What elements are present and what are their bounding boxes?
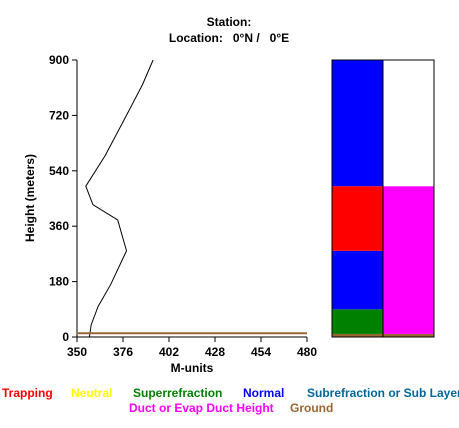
y-tick-label: 360	[49, 219, 69, 233]
legend-duct: Duct or Evap Duct Height	[129, 401, 274, 415]
legend-neutral: Neutral	[71, 386, 113, 400]
legend-subrefraction: Subrefraction or Sub Layer	[307, 386, 459, 400]
y-tick-label: 720	[49, 108, 69, 122]
legend-normal: Normal	[243, 386, 285, 400]
duct-segment-ground	[332, 333, 383, 337]
duct-segment-normal	[332, 250, 383, 310]
y-tick-label: 0	[62, 330, 69, 344]
y-tick-label: 540	[49, 164, 69, 178]
y-tick-label: 900	[49, 53, 69, 67]
duct-segment-normal	[332, 60, 383, 187]
x-tick-label: 376	[113, 345, 133, 359]
legend-superrefraction: Superrefraction	[133, 386, 223, 400]
duct-segment-duct-or-evap-duct-height	[383, 186, 434, 334]
y-tick-label: 180	[49, 275, 69, 289]
x-tick-label: 454	[251, 345, 271, 359]
x-tick-label: 480	[297, 345, 317, 359]
chart-title-line2: Location: 0°N / 0°E	[169, 31, 289, 45]
axes: 0 180 360 540 720 900 350 376 402 428 454 480	[49, 53, 317, 359]
duct-segment-ground	[383, 333, 434, 337]
duct-segment-none	[383, 60, 434, 187]
legend-trapping: Trapping	[2, 386, 53, 400]
legend-ground: Ground	[290, 401, 334, 415]
x-tick-label: 428	[205, 345, 225, 359]
y-axis-label: Height (meters)	[23, 154, 37, 242]
x-tick-label: 402	[159, 345, 179, 359]
series-layer	[77, 59, 307, 338]
duct-segment-superrefraction	[332, 309, 383, 334]
x-tick-label: 350	[67, 345, 87, 359]
x-axis-label: M-units	[171, 361, 214, 375]
profile-chart: Station: Location: 0°N / 0°E 0 180 360 540 7…	[23, 15, 435, 375]
duct-segment-trapping	[332, 186, 383, 251]
chart-title-line1: Station:	[207, 15, 252, 29]
duct-columns	[331, 59, 435, 338]
refractivity-profile-line	[85, 59, 154, 338]
